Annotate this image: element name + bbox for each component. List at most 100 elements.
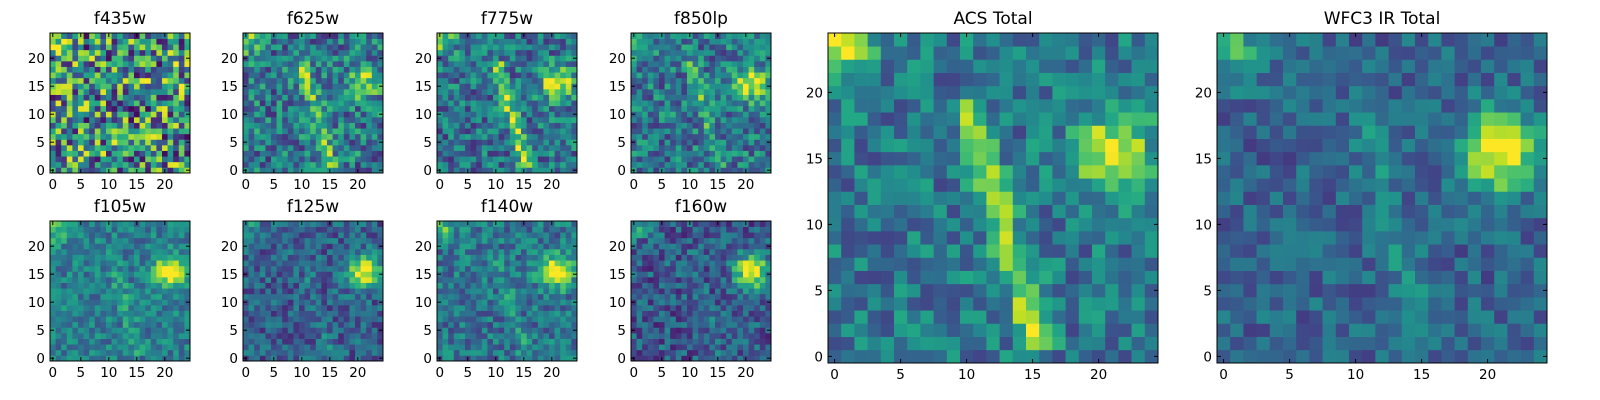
heatmap-cell xyxy=(156,38,163,45)
heatmap-cell xyxy=(282,117,289,123)
heatmap-cell xyxy=(465,66,471,73)
heatmap-cell xyxy=(759,139,766,146)
heatmap-cell xyxy=(184,133,191,140)
heatmap-cell xyxy=(754,327,761,334)
heatmap-cell xyxy=(692,49,699,56)
heatmap-cell xyxy=(631,100,637,107)
heatmap-cell xyxy=(631,349,637,356)
heatmap-cell xyxy=(366,237,373,244)
heatmap-cell xyxy=(703,288,710,295)
heatmap-cell xyxy=(504,94,511,101)
heatmap-cell xyxy=(315,260,322,267)
heatmap-cell xyxy=(343,94,350,101)
heatmap-cell xyxy=(465,83,471,90)
x-tick-label: 0 xyxy=(436,365,445,381)
heatmap-cell xyxy=(254,167,261,174)
heatmap-cell xyxy=(509,288,516,295)
heatmap-cell xyxy=(675,94,682,101)
heatmap-cell xyxy=(254,293,261,300)
heatmap-cell xyxy=(360,77,367,84)
heatmap-cell xyxy=(515,310,522,317)
heatmap-cell xyxy=(509,66,516,73)
heatmap-cell xyxy=(448,355,455,362)
heatmap-cell xyxy=(504,111,511,118)
heatmap-cell xyxy=(675,355,682,362)
heatmap-cell xyxy=(515,338,522,345)
heatmap-cell xyxy=(571,38,578,45)
heatmap-cell xyxy=(571,237,578,244)
heatmap-cell xyxy=(156,44,163,51)
heatmap-cell xyxy=(726,49,733,56)
heatmap-cell xyxy=(487,349,494,356)
heatmap-cell xyxy=(117,111,124,118)
heatmap-cell xyxy=(315,83,322,90)
heatmap-cells xyxy=(631,33,772,174)
heatmap-cell xyxy=(675,338,682,345)
heatmap-cell xyxy=(66,237,73,244)
heatmap-cell xyxy=(675,305,682,311)
heatmap-cell xyxy=(681,299,688,306)
heatmap-cell xyxy=(442,327,449,334)
heatmap-cell xyxy=(66,49,73,56)
heatmap-cell xyxy=(526,128,533,135)
heatmap-cell xyxy=(659,327,665,334)
heatmap-cell xyxy=(487,260,494,267)
heatmap-cell xyxy=(83,349,90,356)
heatmap-cell xyxy=(243,260,249,267)
heatmap-cell xyxy=(55,232,62,239)
heatmap-cell xyxy=(276,221,283,227)
heatmap-cell xyxy=(293,293,300,300)
heatmap-cell xyxy=(765,128,772,135)
heatmap-cell xyxy=(259,338,266,345)
heatmap-cell xyxy=(377,38,384,45)
heatmap-cell xyxy=(515,249,522,255)
heatmap-cell xyxy=(145,310,152,317)
y-tick-label: 20 xyxy=(221,51,238,67)
heatmap-cell xyxy=(498,226,505,233)
heatmap-cell xyxy=(94,271,101,278)
heatmap-cell xyxy=(532,105,539,112)
heatmap-cell xyxy=(111,33,118,39)
heatmap-cell xyxy=(459,299,466,306)
heatmap-cell xyxy=(173,333,180,339)
heatmap-cell xyxy=(83,277,90,283)
heatmap-cell xyxy=(128,94,135,101)
heatmap-cell xyxy=(565,299,572,306)
heatmap-cell xyxy=(50,249,56,255)
heatmap-cell xyxy=(304,61,311,67)
heatmap-cell xyxy=(254,89,261,95)
heatmap-cell xyxy=(282,243,289,250)
heatmap-cell xyxy=(338,344,345,351)
heatmap-cell xyxy=(509,49,516,56)
heatmap-cell xyxy=(366,105,373,112)
heatmap-cell xyxy=(532,344,539,351)
heatmap-cell xyxy=(565,44,572,51)
heatmap-cell xyxy=(178,38,185,45)
heatmap-cell xyxy=(111,243,118,250)
heatmap-cell xyxy=(720,128,727,135)
heatmap-cell xyxy=(470,156,477,163)
heatmap-cell xyxy=(265,288,272,295)
heatmap-cell xyxy=(631,133,637,140)
heatmap-cell xyxy=(94,38,101,45)
heatmap-cell xyxy=(698,61,705,67)
heatmap-cell xyxy=(304,277,311,283)
heatmap-cell xyxy=(304,167,311,174)
heatmap-cell xyxy=(748,122,755,129)
heatmap-cell xyxy=(248,293,255,300)
heatmap-cell xyxy=(145,105,152,112)
heatmap-cell xyxy=(698,277,705,283)
heatmap-cell xyxy=(515,321,522,328)
heatmap-cell xyxy=(287,167,294,174)
heatmap-cell xyxy=(343,344,350,351)
heatmap-cell xyxy=(504,117,511,123)
heatmap-cell xyxy=(321,83,328,90)
heatmap-cell xyxy=(560,89,567,95)
heatmap-cell xyxy=(66,305,73,311)
heatmap-cell xyxy=(156,33,163,39)
heatmap-cell xyxy=(66,282,73,289)
heatmap-cell xyxy=(465,145,471,151)
heatmap-cell xyxy=(156,271,163,278)
heatmap-cell xyxy=(703,66,710,73)
heatmap-cell xyxy=(287,44,294,51)
